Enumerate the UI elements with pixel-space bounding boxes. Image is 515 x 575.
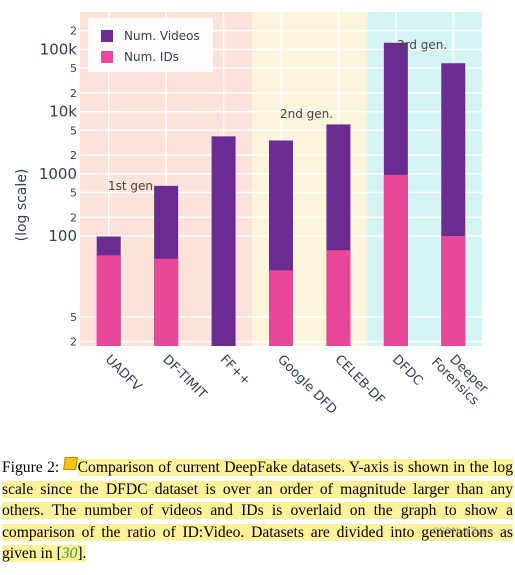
x-tick-label: UADFV <box>102 352 144 394</box>
x-tick-label: FF++ <box>217 352 254 389</box>
x-tick-label: CELEB-DF <box>332 352 388 408</box>
legend-box <box>88 18 213 72</box>
y-tick-label: 2 <box>70 87 77 100</box>
generation-label: 3rd gen. <box>397 38 447 52</box>
caption-text: Comparison of current DeepFake datasets.… <box>2 459 514 562</box>
y-tick-label: 2 <box>70 336 77 349</box>
bar-ids-0 <box>96 255 121 346</box>
y-tick-label: 2 <box>70 25 77 38</box>
bar-ids-1 <box>154 258 179 346</box>
bar-ids-6 <box>441 235 466 346</box>
caption-suffix: ]. <box>77 545 87 562</box>
bar-videos-2 <box>211 136 236 346</box>
generation-labels: 1st gen. 2nd gen. 3rd gen. <box>108 38 447 193</box>
bar-ids-3 <box>269 270 293 346</box>
legend-swatch <box>101 51 113 63</box>
generation-label: 2nd gen. <box>280 107 333 121</box>
y-tick-label: 100k <box>40 40 78 58</box>
legend[interactable]: Num. Videos Num. IDs <box>88 18 213 72</box>
y-tick-label: 100 <box>48 227 77 245</box>
chart: 2 5 100 2 5 1000 2 5 10k 2 5 100k 2 UADFV DF-TIMIT FF+… <box>14 12 492 418</box>
sticky-note-icon[interactable] <box>62 457 78 470</box>
y-tick-label: 10k <box>49 103 77 121</box>
citation-link[interactable]: 30 <box>61 545 78 562</box>
y-tick-label: 5 <box>70 124 77 137</box>
generation-label: 1st gen. <box>108 179 157 193</box>
legend-label: Num. Videos <box>124 29 200 43</box>
caption-prefix: Figure 2: <box>2 459 64 476</box>
y-tick-label: 2 <box>70 149 77 162</box>
bar-ids-4 <box>326 250 351 346</box>
bar-ids-5 <box>383 174 408 346</box>
x-tick-label: DFDC <box>389 352 425 388</box>
y-tick-label: 5 <box>70 62 77 75</box>
watermark: CSDN @Zyae <box>432 527 493 537</box>
y-axis-title: (log scale) <box>14 169 30 242</box>
y-tick-label: 5 <box>70 311 77 324</box>
legend-label: Num. IDs <box>124 50 179 64</box>
legend-swatch <box>101 30 113 42</box>
y-tick-label: 5 <box>70 187 77 200</box>
figure-caption: Figure 2: Comparison of current DeepFake… <box>2 457 514 565</box>
bars <box>96 42 466 346</box>
x-tick-label: DeeperForensics <box>428 344 492 408</box>
x-tick-label: Google DFD <box>274 352 339 417</box>
y-tick-labels: 2 5 100 2 5 1000 2 5 10k 2 5 100k 2 <box>39 25 77 349</box>
y-tick-label: 1000 <box>39 165 77 183</box>
y-tick-label: 2 <box>70 211 77 224</box>
x-tick-label: DF-TIMIT <box>159 352 209 402</box>
